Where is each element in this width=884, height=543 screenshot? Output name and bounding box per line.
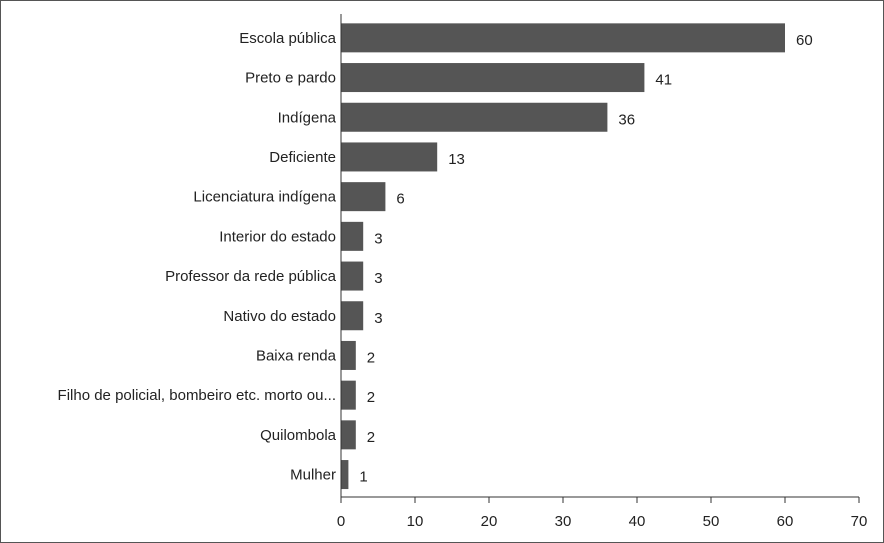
category-label: Nativo do estado [223, 308, 336, 325]
bars-layer [341, 23, 785, 490]
data-label: 2 [367, 429, 375, 446]
data-label: 3 [374, 310, 382, 327]
category-label: Quilombola [260, 427, 337, 444]
bar [341, 182, 386, 212]
x-tick-label: 30 [555, 513, 572, 530]
x-tick-label: 20 [481, 513, 498, 530]
data-label: 36 [618, 111, 635, 128]
data-label: 2 [367, 389, 375, 406]
category-label: Preto e pardo [245, 70, 336, 87]
category-label: Indígena [278, 109, 337, 126]
data-label: 3 [374, 270, 382, 287]
x-tick-label: 40 [629, 513, 646, 530]
bar [341, 340, 356, 370]
category-label: Escola pública [239, 30, 336, 47]
bar [341, 460, 349, 490]
x-tick-label: 0 [337, 513, 345, 530]
x-tick-label: 60 [777, 513, 794, 530]
category-label: Interior do estado [219, 228, 336, 245]
bar [341, 221, 364, 251]
category-label: Deficiente [269, 149, 336, 166]
x-tick-label: 50 [703, 513, 720, 530]
axes-layer [340, 14, 860, 503]
category-label: Filho de policial, bombeiro etc. morto o… [58, 387, 336, 404]
x-tick-label: 70 [851, 513, 868, 530]
data-label: 3 [374, 230, 382, 247]
data-label: 1 [359, 469, 367, 486]
bar [341, 420, 356, 450]
bar [341, 23, 785, 53]
bar [341, 142, 438, 172]
bar [341, 63, 645, 93]
bar [341, 261, 364, 291]
bar [341, 301, 364, 331]
data-label: 2 [367, 349, 375, 366]
data-label: 41 [655, 72, 672, 89]
bar [341, 102, 608, 132]
data-label: 13 [448, 151, 465, 168]
data-label: 60 [796, 32, 813, 49]
category-label: Licenciatura indígena [193, 189, 336, 206]
x-tick-label: 10 [407, 513, 424, 530]
category-label: Professor da rede pública [165, 268, 337, 285]
data-label: 6 [396, 191, 404, 208]
category-label: Mulher [290, 467, 336, 484]
category-label: Baixa renda [256, 347, 337, 364]
bar [341, 380, 356, 410]
